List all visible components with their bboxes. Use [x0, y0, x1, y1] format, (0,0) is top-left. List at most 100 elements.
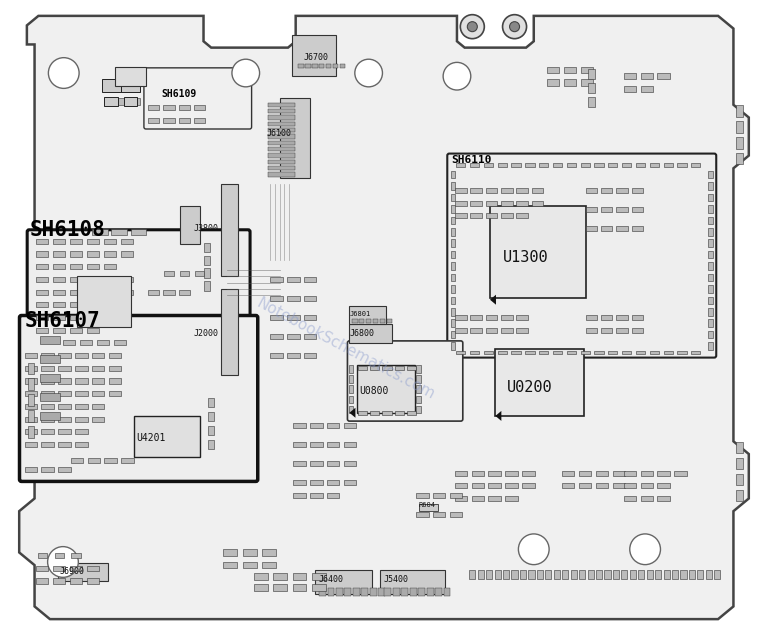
Bar: [221, 289, 238, 375]
Bar: [579, 483, 591, 488]
Bar: [204, 243, 210, 252]
Bar: [691, 351, 700, 354]
Bar: [269, 166, 295, 171]
Bar: [92, 404, 104, 409]
Bar: [624, 496, 636, 501]
Bar: [433, 512, 445, 517]
Polygon shape: [349, 408, 356, 418]
Bar: [304, 315, 316, 320]
Bar: [315, 570, 372, 594]
Bar: [495, 570, 501, 579]
Bar: [451, 274, 455, 281]
Bar: [310, 423, 323, 428]
Bar: [501, 213, 513, 218]
Bar: [269, 154, 295, 158]
Bar: [75, 442, 88, 447]
Bar: [455, 201, 466, 206]
Bar: [36, 290, 48, 295]
Bar: [164, 271, 174, 276]
Bar: [75, 391, 88, 396]
Bar: [58, 391, 71, 396]
Bar: [293, 493, 306, 498]
Bar: [631, 328, 644, 333]
Bar: [109, 366, 121, 371]
Bar: [708, 319, 713, 327]
Bar: [25, 353, 37, 358]
Bar: [585, 315, 598, 320]
Bar: [485, 188, 498, 193]
Bar: [416, 375, 421, 383]
Bar: [327, 480, 339, 485]
Bar: [349, 396, 353, 403]
Bar: [395, 411, 404, 415]
Bar: [708, 262, 713, 270]
Bar: [310, 442, 323, 447]
Bar: [585, 328, 598, 333]
Bar: [41, 429, 54, 434]
Bar: [287, 277, 300, 282]
Bar: [243, 562, 257, 568]
Polygon shape: [490, 295, 496, 305]
Bar: [416, 493, 429, 498]
Circle shape: [232, 59, 260, 87]
Bar: [53, 328, 65, 333]
Bar: [58, 563, 108, 581]
Bar: [179, 105, 190, 110]
Bar: [75, 429, 88, 434]
Bar: [624, 483, 636, 488]
Bar: [88, 458, 100, 463]
Circle shape: [630, 534, 660, 565]
Bar: [379, 319, 385, 323]
FancyBboxPatch shape: [447, 154, 717, 358]
Bar: [585, 226, 598, 231]
Bar: [451, 194, 455, 201]
Bar: [478, 570, 484, 579]
Bar: [503, 570, 509, 579]
Bar: [664, 163, 673, 167]
Bar: [254, 584, 268, 591]
Bar: [101, 79, 121, 92]
Bar: [382, 366, 392, 370]
Bar: [70, 328, 82, 333]
Bar: [516, 213, 528, 218]
Bar: [349, 306, 386, 324]
Bar: [641, 483, 653, 488]
Bar: [585, 188, 598, 193]
Bar: [539, 351, 548, 354]
Bar: [451, 308, 455, 316]
Bar: [148, 118, 160, 123]
Bar: [613, 483, 625, 488]
Bar: [498, 351, 507, 354]
Bar: [304, 334, 316, 339]
Bar: [657, 73, 670, 79]
Bar: [485, 328, 498, 333]
Bar: [697, 570, 703, 579]
Bar: [58, 366, 71, 371]
Bar: [104, 458, 117, 463]
Bar: [485, 213, 498, 218]
Bar: [53, 264, 65, 269]
Bar: [621, 570, 627, 579]
Bar: [75, 378, 88, 384]
Bar: [75, 353, 88, 358]
Bar: [451, 285, 455, 293]
Bar: [293, 461, 306, 466]
Bar: [455, 471, 467, 476]
Bar: [455, 483, 467, 488]
Bar: [310, 461, 323, 466]
Bar: [164, 118, 175, 123]
Bar: [25, 366, 37, 371]
Circle shape: [460, 15, 485, 39]
Bar: [304, 296, 316, 301]
Bar: [128, 98, 140, 105]
Bar: [451, 228, 455, 236]
Bar: [194, 118, 206, 123]
Bar: [109, 378, 121, 384]
Text: SH6108: SH6108: [29, 220, 105, 240]
Bar: [58, 353, 71, 358]
Bar: [451, 297, 455, 304]
Bar: [28, 363, 34, 374]
Bar: [269, 128, 295, 133]
Bar: [77, 276, 131, 327]
Bar: [164, 105, 175, 110]
